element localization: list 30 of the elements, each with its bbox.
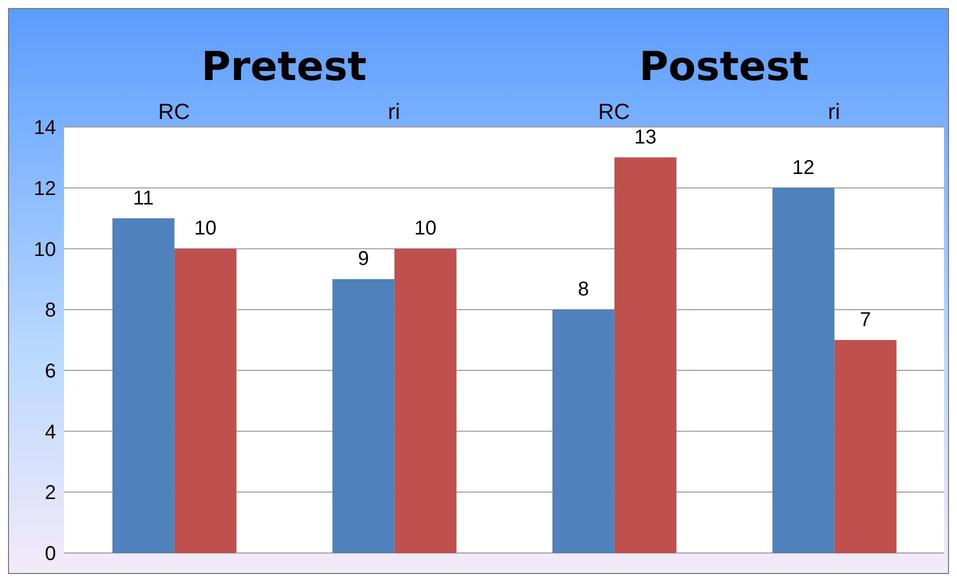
x-tick-label: ri bbox=[388, 99, 400, 124]
bar bbox=[834, 340, 896, 553]
y-tick-label: 0 bbox=[44, 543, 56, 566]
x-tick-label: ri bbox=[828, 99, 840, 124]
data-label: 10 bbox=[194, 218, 217, 240]
bar bbox=[394, 248, 456, 553]
text: Postest bbox=[638, 44, 810, 90]
y-tick-label: 8 bbox=[44, 300, 56, 322]
data-label: 8 bbox=[578, 278, 589, 301]
x-tick-label: RC bbox=[158, 99, 190, 124]
y-tick-label: 14 bbox=[34, 117, 56, 140]
y-tick-label: 2 bbox=[44, 482, 56, 504]
bar bbox=[552, 310, 614, 553]
data-label: 7 bbox=[860, 309, 871, 331]
bar bbox=[772, 188, 834, 553]
data-label: 9 bbox=[358, 248, 369, 270]
x-tick-label: RC bbox=[598, 99, 630, 124]
y-tick-label: 6 bbox=[44, 360, 56, 383]
bar bbox=[614, 157, 676, 553]
bar bbox=[332, 279, 394, 553]
bar bbox=[112, 218, 174, 553]
data-label: 11 bbox=[133, 187, 154, 210]
text: Pretest bbox=[200, 44, 368, 90]
y-tick-label: 4 bbox=[44, 421, 56, 444]
bar bbox=[174, 248, 236, 553]
data-label: 12 bbox=[792, 156, 815, 179]
data-label: 13 bbox=[634, 126, 657, 148]
y-tick-label: 10 bbox=[34, 238, 56, 261]
data-label: 10 bbox=[414, 218, 437, 240]
y-tick-label: 12 bbox=[34, 178, 56, 200]
